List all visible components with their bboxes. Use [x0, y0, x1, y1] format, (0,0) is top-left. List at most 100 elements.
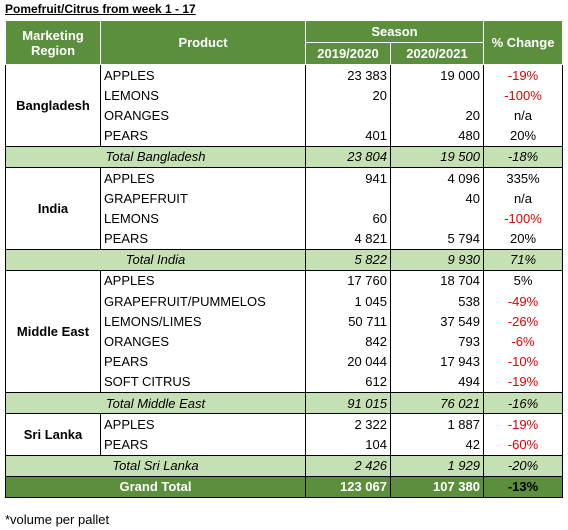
region-cell: Middle East	[5, 269, 101, 394]
value-cell: 494	[390, 371, 484, 393]
change-cell: 71%	[483, 248, 563, 271]
product-cell: APPLES	[100, 269, 306, 292]
change-cell: -19%	[483, 64, 563, 86]
value-cell: 538	[390, 291, 484, 312]
header-row: 2019/2020 2020/2021	[6, 42, 563, 65]
value-cell: 18 704	[390, 269, 484, 292]
change-cell: -20%	[483, 454, 563, 477]
change-cell: -6%	[483, 331, 563, 352]
value-cell: 107 380	[390, 475, 484, 498]
data-row: India APPLES 941 4 096 335%	[5, 166, 563, 250]
product-cell: APPLES	[100, 64, 306, 86]
data-row: Bangladesh APPLES 23 383 19 000 -19%	[5, 64, 563, 147]
value-cell: 123 067	[305, 475, 391, 498]
total-row: Total Middle East 91 015 76 021 -16%	[5, 391, 563, 415]
value-cell: 37 549	[390, 311, 484, 332]
change-cell: -60%	[483, 434, 563, 456]
value-cell: 941	[305, 166, 391, 189]
value-cell: 2 322	[305, 413, 391, 435]
value-cell: 4 821	[305, 228, 391, 250]
header-cell: Season	[305, 20, 484, 43]
region-cell: Sri Lanka	[5, 413, 101, 456]
product-cell: APPLES	[100, 166, 306, 189]
value-cell: 91 015	[305, 391, 391, 415]
total-row: Total Sri Lanka 2 426 1 929 -20%	[5, 454, 563, 477]
value-cell: 1 045	[305, 291, 391, 312]
header-row: Marketing Region Product Season % Change	[5, 20, 563, 65]
value-cell: 401	[305, 125, 391, 147]
change-cell: 335%	[483, 166, 563, 189]
change-cell: -100%	[483, 208, 563, 229]
header-cell: Product	[100, 20, 306, 65]
product-cell: PEARS	[100, 434, 306, 456]
product-cell: APPLES	[100, 413, 306, 435]
product-cell: PEARS	[100, 228, 306, 250]
value-cell: 17 760	[305, 269, 391, 292]
value-cell: 40	[390, 188, 484, 209]
grand-total-label: Grand Total	[5, 475, 306, 498]
value-cell: 480	[390, 125, 484, 147]
value-cell: 20	[305, 85, 391, 106]
value-cell: 9 930	[390, 248, 484, 271]
change-cell: -19%	[483, 413, 563, 435]
data-row: LEMONS 20 -100%	[6, 85, 563, 106]
total-label: Total Bangladesh	[5, 145, 306, 168]
data-row: ORANGES 20 n/a	[6, 105, 563, 126]
value-cell: 1 887	[390, 413, 484, 435]
value-cell: 42	[390, 434, 484, 456]
product-cell: GRAPEFRUIT	[100, 188, 306, 209]
value-cell: 20	[390, 105, 484, 126]
change-cell: -26%	[483, 311, 563, 332]
header-cell: 2020/2021	[390, 42, 484, 65]
value-cell	[390, 208, 484, 229]
value-cell: 5 822	[305, 248, 391, 271]
data-row: SOFT CITRUS 612 494 -19%	[6, 371, 563, 393]
change-cell: 20%	[483, 125, 563, 147]
total-label: Total Middle East	[5, 391, 306, 415]
value-cell: 1 929	[390, 454, 484, 477]
value-cell: 104	[305, 434, 391, 456]
product-cell: LEMONS	[100, 85, 306, 106]
data-row: LEMONS 60 -100%	[6, 208, 563, 229]
product-cell: LEMONS	[100, 208, 306, 229]
title: Pomefruit/Citrus from week 1 - 17	[5, 2, 196, 16]
change-cell: -10%	[483, 351, 563, 372]
data-row: Sri Lanka APPLES 2 322 1 887 -19%	[5, 413, 563, 456]
product-cell: SOFT CITRUS	[100, 371, 306, 393]
value-cell: 842	[305, 331, 391, 352]
value-cell: 76 021	[390, 391, 484, 415]
data-row: LEMONS/LIMES 50 711 37 549 -26%	[6, 311, 563, 332]
header-cell: Marketing Region	[5, 20, 101, 65]
value-cell	[390, 85, 484, 106]
product-cell: PEARS	[100, 351, 306, 372]
change-cell: -16%	[483, 391, 563, 415]
value-cell	[305, 105, 391, 126]
change-cell: n/a	[483, 105, 563, 126]
value-cell: 19 000	[390, 64, 484, 86]
product-cell: LEMONS/LIMES	[100, 311, 306, 332]
change-cell: -100%	[483, 85, 563, 106]
grand-total-row: Grand Total 123 067 107 380 -13%	[5, 475, 563, 498]
table-body: Marketing Region Product Season % Change…	[5, 20, 563, 498]
change-cell: n/a	[483, 188, 563, 209]
region-cell: India	[5, 166, 101, 250]
change-cell: 5%	[483, 269, 563, 292]
value-cell: 23 804	[305, 145, 391, 168]
data-row: PEARS 4 821 5 794 20%	[6, 228, 563, 250]
total-row: Total Bangladesh 23 804 19 500 -18%	[5, 145, 563, 168]
value-cell: 4 096	[390, 166, 484, 189]
data-row: PEARS 104 42 -60%	[6, 434, 563, 456]
value-cell: 60	[305, 208, 391, 229]
table: Marketing Region Product Season % Change…	[5, 20, 563, 498]
value-cell: 19 500	[390, 145, 484, 168]
value-cell: 793	[390, 331, 484, 352]
change-cell: -13%	[483, 475, 563, 498]
change-cell: -49%	[483, 291, 563, 312]
value-cell: 5 794	[390, 228, 484, 250]
footnote: *volume per pallet	[5, 512, 110, 527]
data-row: PEARS 401 480 20%	[6, 125, 563, 147]
total-label: Total Sri Lanka	[5, 454, 306, 477]
total-label: Total India	[5, 248, 306, 271]
data-row: GRAPEFRUIT/PUMMELOS 1 045 538 -49%	[6, 291, 563, 312]
